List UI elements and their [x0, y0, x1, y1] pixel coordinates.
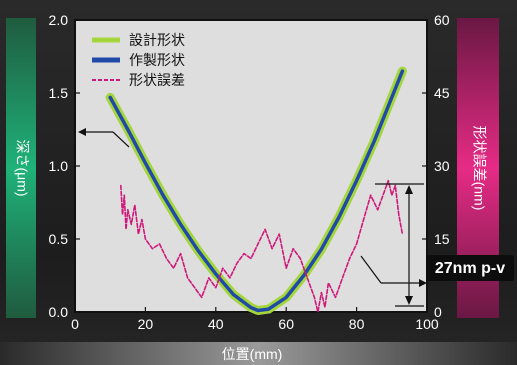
y-tick-label: 0.0 — [49, 304, 69, 320]
y2-axis-title: 形状誤差(nm) — [471, 126, 487, 211]
legend-label-error: 形状誤差 — [129, 72, 185, 88]
plot-area — [74, 19, 428, 313]
series-line-shape-error — [120, 179, 404, 313]
y-axis-title: 深さ(μm) — [14, 139, 30, 196]
x-tick-label: 80 — [349, 316, 365, 332]
x-tick-label: 0 — [71, 316, 79, 332]
right-axis-pointer — [360, 255, 427, 287]
bottom-axis-bar — [0, 342, 517, 365]
legend: 設計形状 作製形状 形状誤差 — [92, 32, 185, 88]
y2-tick-label: 15 — [434, 231, 450, 247]
y2-tick-label: 45 — [434, 85, 450, 101]
left-axis-bar — [6, 18, 36, 318]
pv-callout-label: 27nm p-v — [435, 260, 505, 277]
y-tick-label: 0.5 — [49, 231, 69, 247]
y-tick-label: 1.5 — [49, 85, 69, 101]
left-axis-pointer — [78, 128, 130, 148]
x-tick-label: 100 — [415, 316, 439, 332]
y-tick-label: 1.0 — [49, 158, 69, 174]
y2-tick-label: 60 — [434, 12, 450, 28]
legend-label-fabricated: 作製形状 — [129, 52, 185, 68]
series-line-fabricated-shape — [108, 69, 405, 313]
x-tick-label: 60 — [278, 316, 294, 332]
x-axis-title: 位置(mm) — [222, 346, 283, 362]
y2-tick-label: 0 — [434, 304, 442, 320]
legend-label-design: 設計形状 — [129, 32, 185, 48]
pv-dimension — [375, 183, 424, 307]
x-tick-label: 40 — [208, 316, 224, 332]
x-tick-label: 20 — [138, 316, 154, 332]
pv-callout-box — [426, 255, 514, 281]
y2-tick-label: 30 — [434, 158, 450, 174]
y-tick-label: 2.0 — [49, 12, 69, 28]
